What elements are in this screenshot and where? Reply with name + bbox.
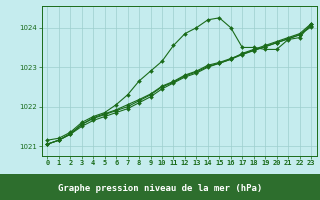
Text: Graphe pression niveau de la mer (hPa): Graphe pression niveau de la mer (hPa): [58, 184, 262, 193]
